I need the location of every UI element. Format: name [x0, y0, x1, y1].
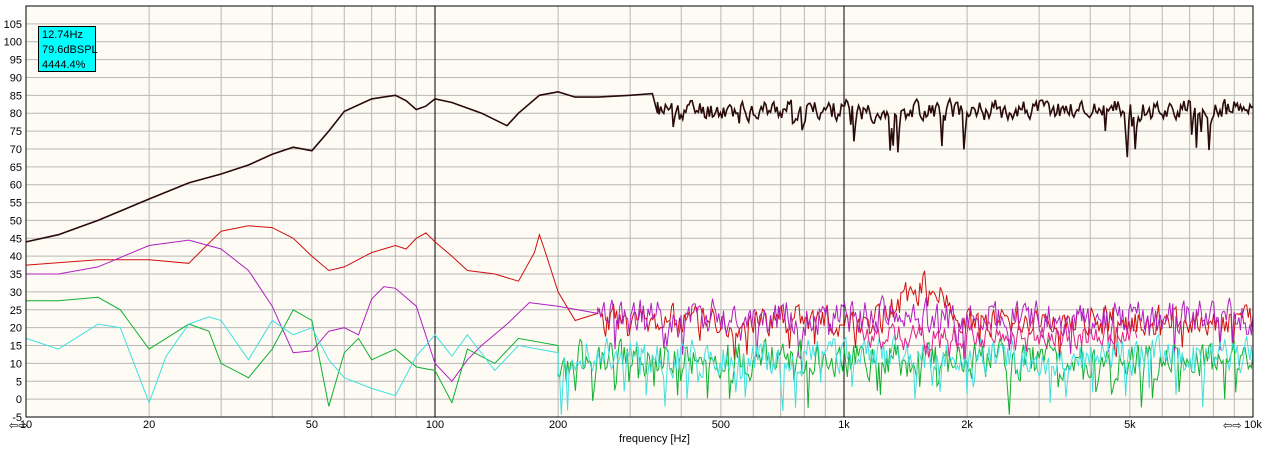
x-tick-label: 20 — [143, 419, 155, 431]
readout-frequency: 12.74Hz — [42, 29, 83, 41]
y-tick-label: 85 — [10, 90, 22, 102]
cursor-readout: 12.74Hz 79.6dBSPL 4444.4% — [38, 26, 98, 72]
y-tick-label: 5 — [16, 376, 22, 388]
x-tick-label: 10 — [20, 419, 32, 431]
y-tick-label: 55 — [10, 198, 22, 210]
x-tick-label: 200 — [549, 419, 567, 431]
y-tick-label: 105 — [4, 19, 22, 31]
y-tick-label: 50 — [10, 215, 22, 227]
series-line-4 — [25, 316, 1254, 415]
plot-area — [26, 6, 1253, 417]
arrow-left-icon: ⇦ — [1223, 419, 1233, 432]
x-axis-label: frequency [Hz] — [619, 433, 690, 445]
readout-level: 79.6dBSPL — [42, 44, 98, 56]
y-tick-label: 75 — [10, 126, 22, 138]
arrow-right-icon: ⇨ — [18, 419, 28, 432]
y-tick-label: 0 — [16, 394, 22, 406]
y-tick-label: 20 — [10, 323, 22, 335]
x-tick-label: 10k — [1244, 419, 1262, 431]
readout-percent: 4444.4% — [42, 59, 86, 71]
y-tick-label: 70 — [10, 144, 22, 156]
y-tick-label: 25 — [10, 305, 22, 317]
series-line-5 — [860, 317, 1138, 360]
scroll-right-button[interactable]: ⇦⇨ — [1223, 419, 1241, 433]
series-group — [25, 90, 1254, 415]
arrow-right-icon: ⇨ — [1232, 419, 1242, 432]
y-tick-label: 80 — [10, 108, 22, 120]
y-tick-label: 15 — [10, 341, 22, 353]
y-tick-label: -5 — [12, 412, 22, 424]
y-tick-label: 90 — [10, 72, 22, 84]
x-tick-label: 50 — [306, 419, 318, 431]
y-tick-label: 100 — [4, 37, 22, 49]
y-tick-label: 45 — [10, 233, 22, 245]
series-line-2 — [26, 239, 1254, 383]
y-tick-label: 60 — [10, 180, 22, 192]
y-tick-label: 95 — [10, 55, 22, 67]
plot-border — [25, 5, 1254, 418]
y-tick-labels: 1051009590858075706560555045403530252015… — [4, 19, 22, 424]
x-tick-label: 500 — [712, 419, 730, 431]
x-tick-label: 5k — [1124, 419, 1136, 431]
x-tick-label: 1k — [838, 419, 850, 431]
x-tick-label: 100 — [426, 419, 444, 431]
y-tick-label: 65 — [10, 162, 22, 174]
series-line-0 — [25, 90, 1254, 243]
y-tick-label: 35 — [10, 269, 22, 281]
series-line-3 — [26, 296, 1254, 415]
y-tick-label: 30 — [10, 287, 22, 299]
y-tick-label: 10 — [10, 358, 22, 370]
x-tick-labels: 10 20 50 100 200 500 1k 2k 5k 10k — [20, 419, 1262, 431]
series-line-1 — [25, 225, 1254, 361]
x-tick-label: 2k — [961, 419, 973, 431]
arrow-left-icon: ⇦ — [9, 419, 19, 432]
scroll-left-button[interactable]: ⇦⇨ — [9, 419, 27, 433]
y-tick-label: 40 — [10, 251, 22, 263]
